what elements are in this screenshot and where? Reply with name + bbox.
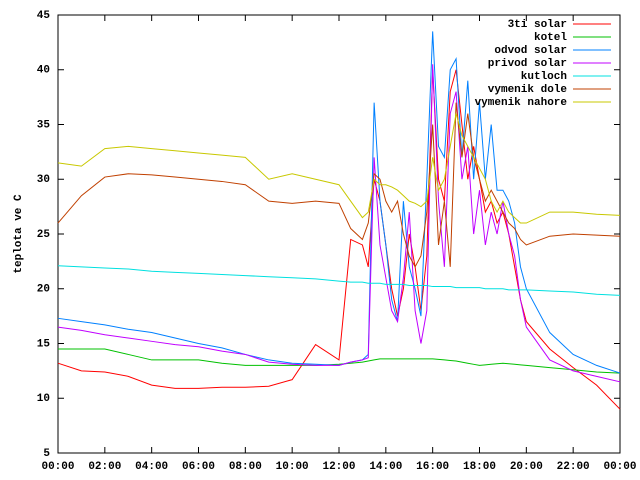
x-tick-label: 12:00 [322,461,355,473]
y-tick-label: 5 [43,448,50,460]
x-tick-label: 04:00 [135,461,168,473]
series-line [57,102,621,268]
x-tick-label: 06:00 [182,461,215,473]
y-tick-label: 45 [37,10,51,22]
x-tick-label: 08:00 [229,461,262,473]
x-tick-label: 14:00 [369,461,402,473]
y-tick-label: 15 [37,338,51,350]
legend-label: 3ti solar [508,19,567,31]
legend-label: privod solar [488,58,567,70]
legend-label: kotel [534,32,567,44]
legend-label: kutloch [521,71,567,83]
y-tick-label: 20 [37,284,50,296]
series-line [58,348,621,374]
y-tick-label: 30 [37,174,50,186]
legend-label: vymenik dole [488,84,568,96]
y-axis-label: teplota ve C [13,194,25,274]
legend-label: vymenik nahore [475,97,568,109]
x-tick-label: 00:00 [603,461,636,473]
x-tick-label: 18:00 [463,461,496,473]
series-line [57,31,621,374]
x-tick-label: 20:00 [510,461,543,473]
legend-label: odvod solar [494,45,567,57]
x-tick-label: 00:00 [41,461,74,473]
y-tick-label: 40 [37,65,50,77]
x-tick-label: 02:00 [88,461,121,473]
y-tick-label: 35 [37,119,51,131]
series-line [57,113,621,224]
series-line [57,69,621,410]
series-line [57,265,621,296]
y-tick-label: 25 [37,229,51,241]
series-line [57,64,621,383]
x-tick-label: 16:00 [416,461,449,473]
y-tick-label: 10 [37,393,50,405]
x-tick-label: 10:00 [276,461,309,473]
x-tick-label: 22:00 [557,461,590,473]
